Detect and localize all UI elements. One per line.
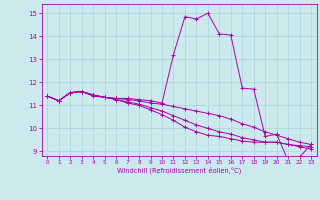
X-axis label: Windchill (Refroidissement éolien,°C): Windchill (Refroidissement éolien,°C) — [117, 167, 241, 174]
